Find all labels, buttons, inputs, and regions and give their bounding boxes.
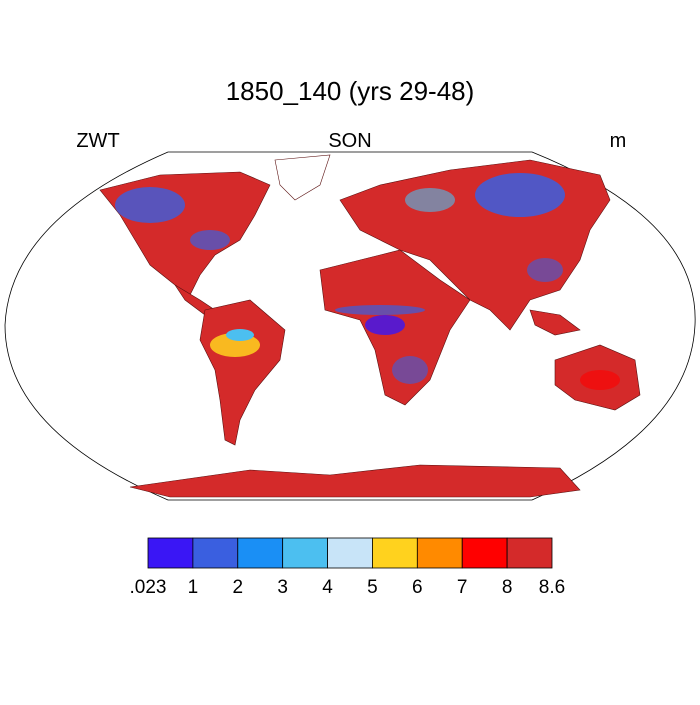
- left-string: ZWT: [76, 130, 119, 152]
- patches: [115, 173, 620, 390]
- title: 1850_140 (yrs 29-48): [226, 76, 475, 106]
- colorbar-label: .023: [130, 577, 167, 598]
- colorbar: .023 1 2 3 4 5 6 7 8 8.6: [130, 537, 565, 598]
- color-box: [282, 537, 328, 569]
- color-box: [327, 537, 373, 569]
- color-box: [372, 537, 418, 569]
- colorbar-label: 7: [457, 577, 468, 598]
- right-string: m: [610, 130, 627, 152]
- color-box: [237, 537, 284, 569]
- color-box: [506, 537, 553, 569]
- colorbar-label: 3: [277, 577, 288, 598]
- colorbar-label: 8: [502, 577, 513, 598]
- colorbar-label: 2: [232, 577, 243, 598]
- colorbar-label: 6: [412, 577, 423, 598]
- center-string: SON: [328, 130, 371, 152]
- map: [4, 151, 696, 501]
- greenland: [274, 154, 331, 201]
- antarctica: [129, 464, 581, 498]
- colorbar-label: 4: [322, 577, 333, 598]
- colorbar-label: 1: [188, 577, 199, 598]
- color-box: [147, 537, 194, 569]
- indonesia: [529, 309, 581, 336]
- colorbar-label: 8.6: [539, 577, 565, 598]
- color-box: [461, 537, 508, 569]
- color-box: [416, 537, 463, 569]
- color-box: [192, 537, 239, 569]
- colorbar-label: 5: [367, 577, 378, 598]
